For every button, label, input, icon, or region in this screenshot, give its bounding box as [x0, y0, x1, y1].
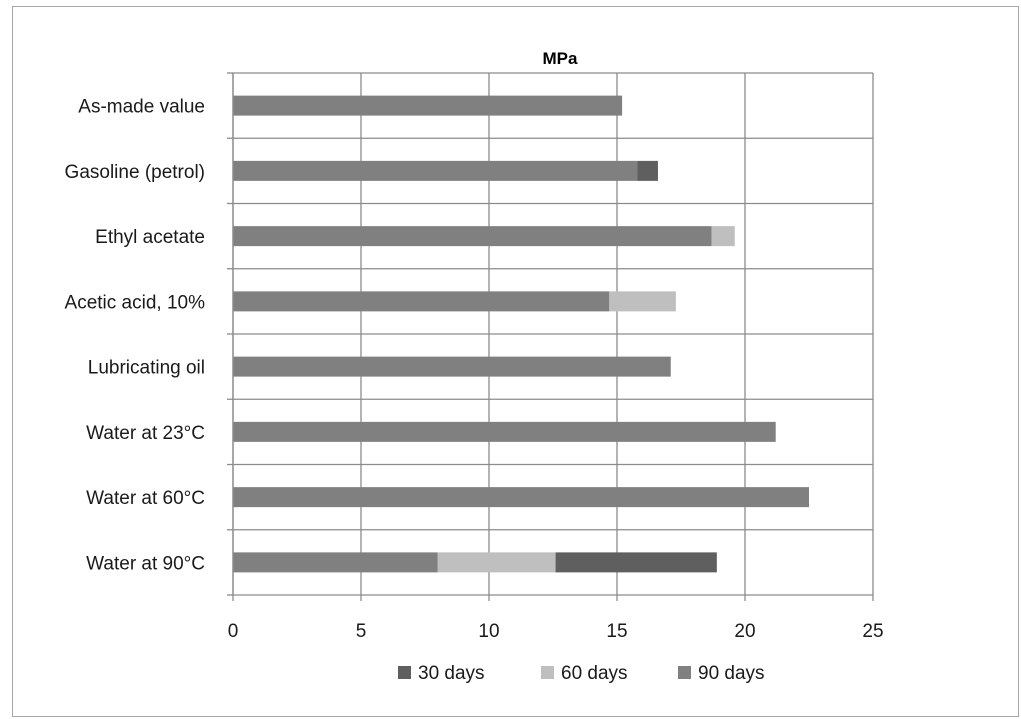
category-label: Water at 60°C [86, 488, 205, 509]
x-tick-label: 25 [862, 621, 883, 642]
chart-title: MPa [543, 49, 579, 68]
legend: 30 days 60 days 90 days [398, 663, 765, 684]
x-tick-labels: 0 5 10 15 20 25 [228, 621, 884, 642]
gridlines [233, 72, 874, 596]
bar-segment [233, 95, 623, 116]
x-tick-label: 0 [228, 621, 239, 642]
x-tick-label: 10 [478, 621, 499, 642]
category-label: Gasoline (petrol) [65, 162, 205, 183]
bar-segment [233, 552, 438, 573]
bar-segment [555, 552, 717, 573]
category-label: Water at 90°C [86, 553, 205, 574]
x-tick-label: 20 [734, 621, 755, 642]
category-label: Water at 23°C [86, 423, 205, 444]
bar-segment [233, 421, 776, 442]
legend-swatch [678, 666, 691, 679]
x-tick-label: 5 [356, 621, 367, 642]
bar-segment [233, 160, 638, 181]
category-label: As-made value [78, 97, 205, 118]
bar-segment [637, 160, 658, 181]
category-label: Acetic acid, 10% [65, 292, 206, 313]
category-label: Ethyl acetate [95, 227, 205, 248]
legend-label: 30 days [418, 663, 485, 684]
legend-swatch [398, 666, 411, 679]
bar-segment [233, 291, 610, 312]
bar-segment [233, 226, 712, 247]
legend-label: 90 days [698, 663, 765, 684]
bar-segment [437, 552, 556, 573]
legend-label: 60 days [561, 663, 628, 684]
bar-segment [609, 291, 676, 312]
category-label: Lubricating oil [88, 358, 205, 379]
x-tick-label: 15 [606, 621, 627, 642]
bar-segment [233, 356, 671, 377]
bar-segment [233, 487, 809, 508]
axes [227, 72, 874, 601]
category-labels: As-made value Gasoline (petrol) Ethyl acet… [65, 97, 206, 575]
bar-segment [711, 226, 735, 247]
legend-swatch [541, 666, 554, 679]
bars [233, 95, 809, 573]
